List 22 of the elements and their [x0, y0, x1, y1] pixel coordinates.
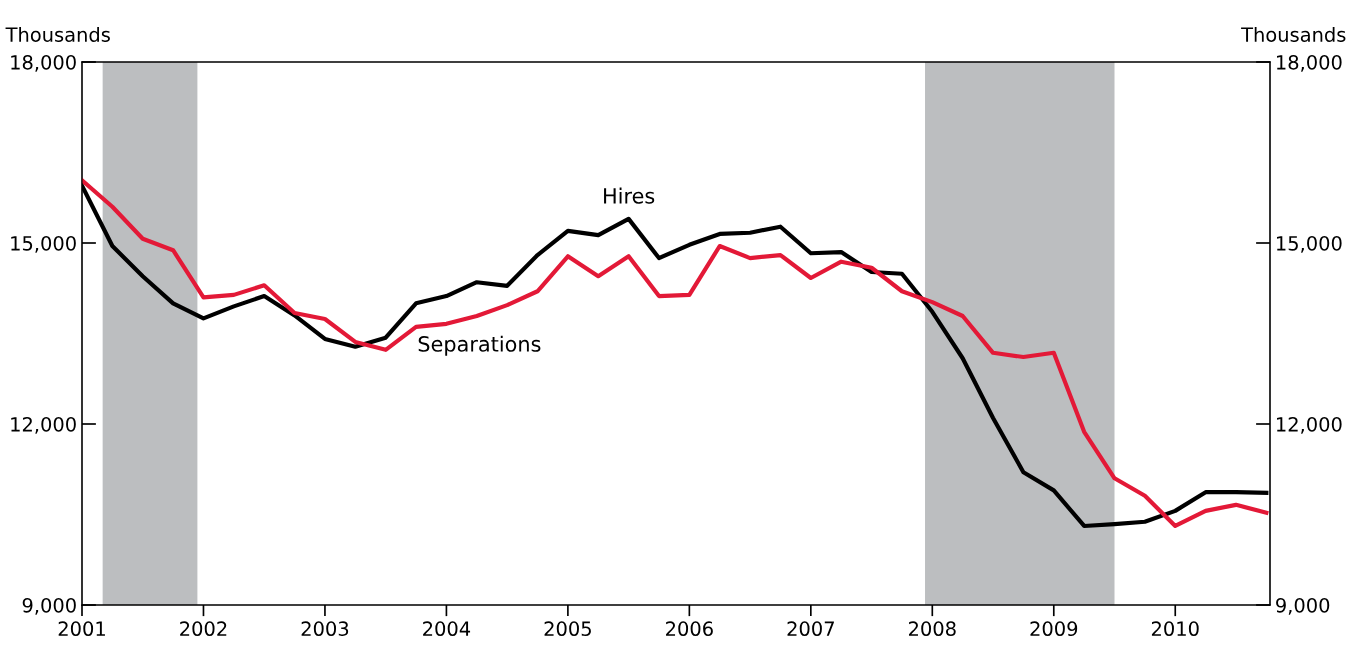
x-tick-label: 2006 [666, 621, 713, 637]
x-tick-label: 2005 [544, 621, 591, 637]
y-tick-label: 15,000 [11, 235, 76, 253]
x-tick-label: 2008 [908, 621, 956, 637]
x-tick-label: 2009 [1030, 621, 1078, 637]
x-tick-label: 2001 [58, 621, 105, 637]
y-tick-label: 12,000 [11, 416, 76, 434]
y2-axis-title: Thousands [1241, 26, 1346, 42]
y-axis-title: Thousands [5, 26, 110, 42]
y2-tick-label: 15,000 [1277, 235, 1342, 253]
x-tick-label: 2003 [301, 621, 349, 637]
annotation: Hires [604, 187, 655, 204]
y2-tick-label: 18,000 [1277, 54, 1342, 72]
y2-tick-label: 9,000 [1276, 597, 1330, 615]
x-tick-label: 2010 [1151, 621, 1199, 637]
x-tick-label: 2007 [787, 621, 834, 637]
y2-tick-label: 12,000 [1277, 416, 1342, 434]
x-tick-label: 2004 [423, 621, 471, 637]
y-tick-label: 18,000 [11, 54, 76, 72]
annotation: Separations [418, 335, 541, 356]
x-tick-label: 2002 [180, 621, 227, 637]
y-tick-label: 9,000 [22, 597, 76, 615]
